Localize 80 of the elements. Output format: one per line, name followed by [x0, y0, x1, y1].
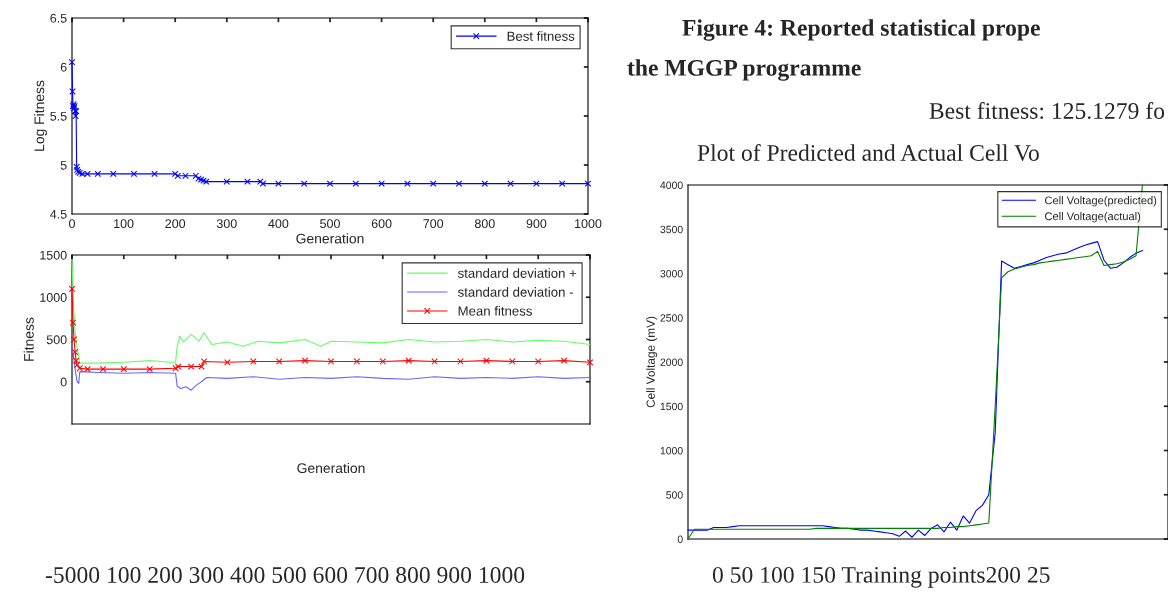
x-tick-label: 900: [526, 219, 547, 229]
point: [560, 357, 568, 364]
point: [301, 357, 309, 364]
y-tick-label: 4.5: [50, 209, 67, 219]
x-tick-label: 800: [474, 219, 495, 229]
line-series: [71, 258, 591, 364]
point: [146, 365, 153, 373]
point: [429, 180, 437, 187]
x-tick-label: 500: [320, 219, 340, 229]
point: [455, 180, 463, 187]
point: [379, 358, 387, 365]
y-tick-label: 5: [60, 160, 67, 170]
y-tick-label: 500: [46, 335, 67, 345]
text: 0 50 100 150 Training points200 25: [712, 566, 1050, 588]
y-tick-label: 1500: [660, 402, 683, 411]
point: [481, 180, 489, 187]
point: [187, 363, 195, 370]
caption: Figure 4: Reported statistical prope: [682, 19, 1040, 41]
point: [70, 336, 78, 343]
y-tick-label: 2000: [660, 358, 683, 366]
legend-label: Mean fitness: [458, 305, 532, 316]
x-axis-title: Generation: [297, 462, 365, 474]
legend-label: standard deviation -: [457, 287, 573, 297]
point: [224, 359, 231, 366]
y-tick-label: 1000: [40, 293, 67, 302]
y-tick-label: 3500: [660, 225, 683, 234]
point: [94, 170, 102, 178]
point: [558, 180, 566, 187]
point: [353, 358, 361, 365]
legend-label: Cell Voltage(predicted): [1045, 196, 1157, 207]
y-tick-label: 500: [666, 491, 683, 499]
point: [534, 358, 542, 365]
x-tick-label: 100: [114, 219, 134, 229]
chart-subtitle: Best fitness: 125.1279 fo: [929, 102, 1165, 120]
point: [151, 170, 158, 178]
x-tick-label: 200: [165, 219, 186, 229]
y-tick-label: 2500: [660, 314, 683, 322]
y-tick-label: 0: [677, 535, 683, 543]
point: [130, 170, 138, 178]
point: [584, 180, 592, 187]
y-tick-label: 1500: [40, 250, 67, 260]
line-series: [687, 241, 1143, 538]
y-tick-label: 6: [60, 62, 67, 72]
x-tick-label: 300: [216, 219, 237, 229]
point: [327, 358, 335, 365]
point: [120, 365, 128, 373]
y-tick-label: 4000: [660, 181, 683, 189]
y-tick-label: 1000: [660, 447, 683, 455]
point: [586, 359, 594, 366]
point: [71, 348, 79, 356]
text: -5000 100 200 300 400 500 600 700 800 900 1000: [45, 566, 525, 583]
point: [405, 357, 412, 364]
x-tick-label: 600: [371, 219, 392, 229]
chart-title: Plot of Predicted and Actual Cell Vo: [697, 144, 1039, 162]
point: [69, 319, 77, 326]
x-tick-label: 0: [69, 219, 75, 229]
legend-label: Cell Voltage(actual): [1045, 212, 1141, 223]
y-axis-title: Log Fitness: [34, 80, 47, 151]
x-axis-title: Generation: [296, 233, 364, 244]
point: [300, 180, 308, 187]
y-tick-label: 3000: [660, 270, 683, 278]
x-tick-label: 1000: [575, 219, 602, 229]
y-tick-label: 6.5: [50, 13, 67, 23]
y-tick-label: 5.5: [50, 111, 67, 121]
point: [109, 170, 117, 178]
x-tick-label: 700: [423, 219, 444, 229]
point: [326, 180, 334, 187]
point: [72, 112, 79, 120]
x-tick-label: 400: [268, 219, 289, 229]
y-axis-title: Fitness: [23, 317, 34, 361]
legend-label: standard deviation +: [457, 268, 577, 278]
line-series: [71, 347, 591, 391]
y-tick-label: 0: [60, 377, 67, 387]
y-axis-title: Cell Voltage (mV): [646, 316, 658, 408]
point: [275, 358, 283, 365]
point: [200, 358, 208, 365]
legend-label: Best fitness: [507, 31, 575, 41]
point: [223, 178, 231, 185]
point: [352, 180, 360, 187]
text: the MGGP programme: [627, 59, 861, 81]
